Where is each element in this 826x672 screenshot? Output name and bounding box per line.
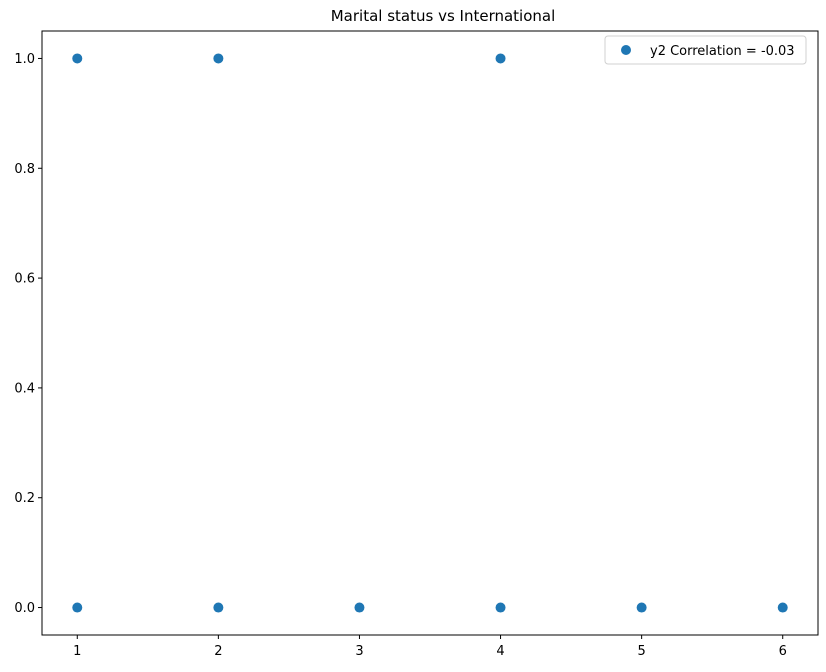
y-axis-ticks: 0.0 0.2 0.4 0.6 0.8 1.0 <box>14 52 42 616</box>
x-tick-label: 3 <box>355 644 363 659</box>
y-tick-label: 0.8 <box>14 162 35 177</box>
chart-title: Marital status vs International <box>331 7 556 25</box>
scatter-point <box>72 602 83 613</box>
scatter-point <box>354 602 365 613</box>
scatter-point <box>495 53 506 64</box>
x-tick-label: 1 <box>73 644 81 659</box>
x-tick-label: 4 <box>496 644 504 659</box>
legend: y2 Correlation = -0.03 <box>604 35 807 65</box>
scatter-point <box>777 602 788 613</box>
x-tick-label: 6 <box>779 644 787 659</box>
x-tick-label: 2 <box>214 644 222 659</box>
y-tick-label: 0.4 <box>14 381 35 396</box>
data-points <box>72 53 788 613</box>
x-tick-label: 5 <box>637 644 645 659</box>
scatter-point <box>72 53 83 64</box>
legend-box <box>604 35 807 65</box>
scatter-point <box>495 602 506 613</box>
y-tick-label: 0.6 <box>14 272 35 287</box>
legend-label: y2 Correlation = -0.03 <box>650 44 795 59</box>
scatter-point <box>636 602 647 613</box>
legend-marker <box>621 45 631 55</box>
y-tick-label: 0.0 <box>14 601 35 616</box>
y-tick-label: 0.2 <box>14 491 35 506</box>
x-axis-ticks: 1 2 3 4 5 6 <box>73 635 787 659</box>
plot-frame <box>41 30 819 636</box>
y-tick-label: 1.0 <box>14 52 35 67</box>
scatter-point <box>213 53 224 64</box>
scatter-point <box>213 602 224 613</box>
